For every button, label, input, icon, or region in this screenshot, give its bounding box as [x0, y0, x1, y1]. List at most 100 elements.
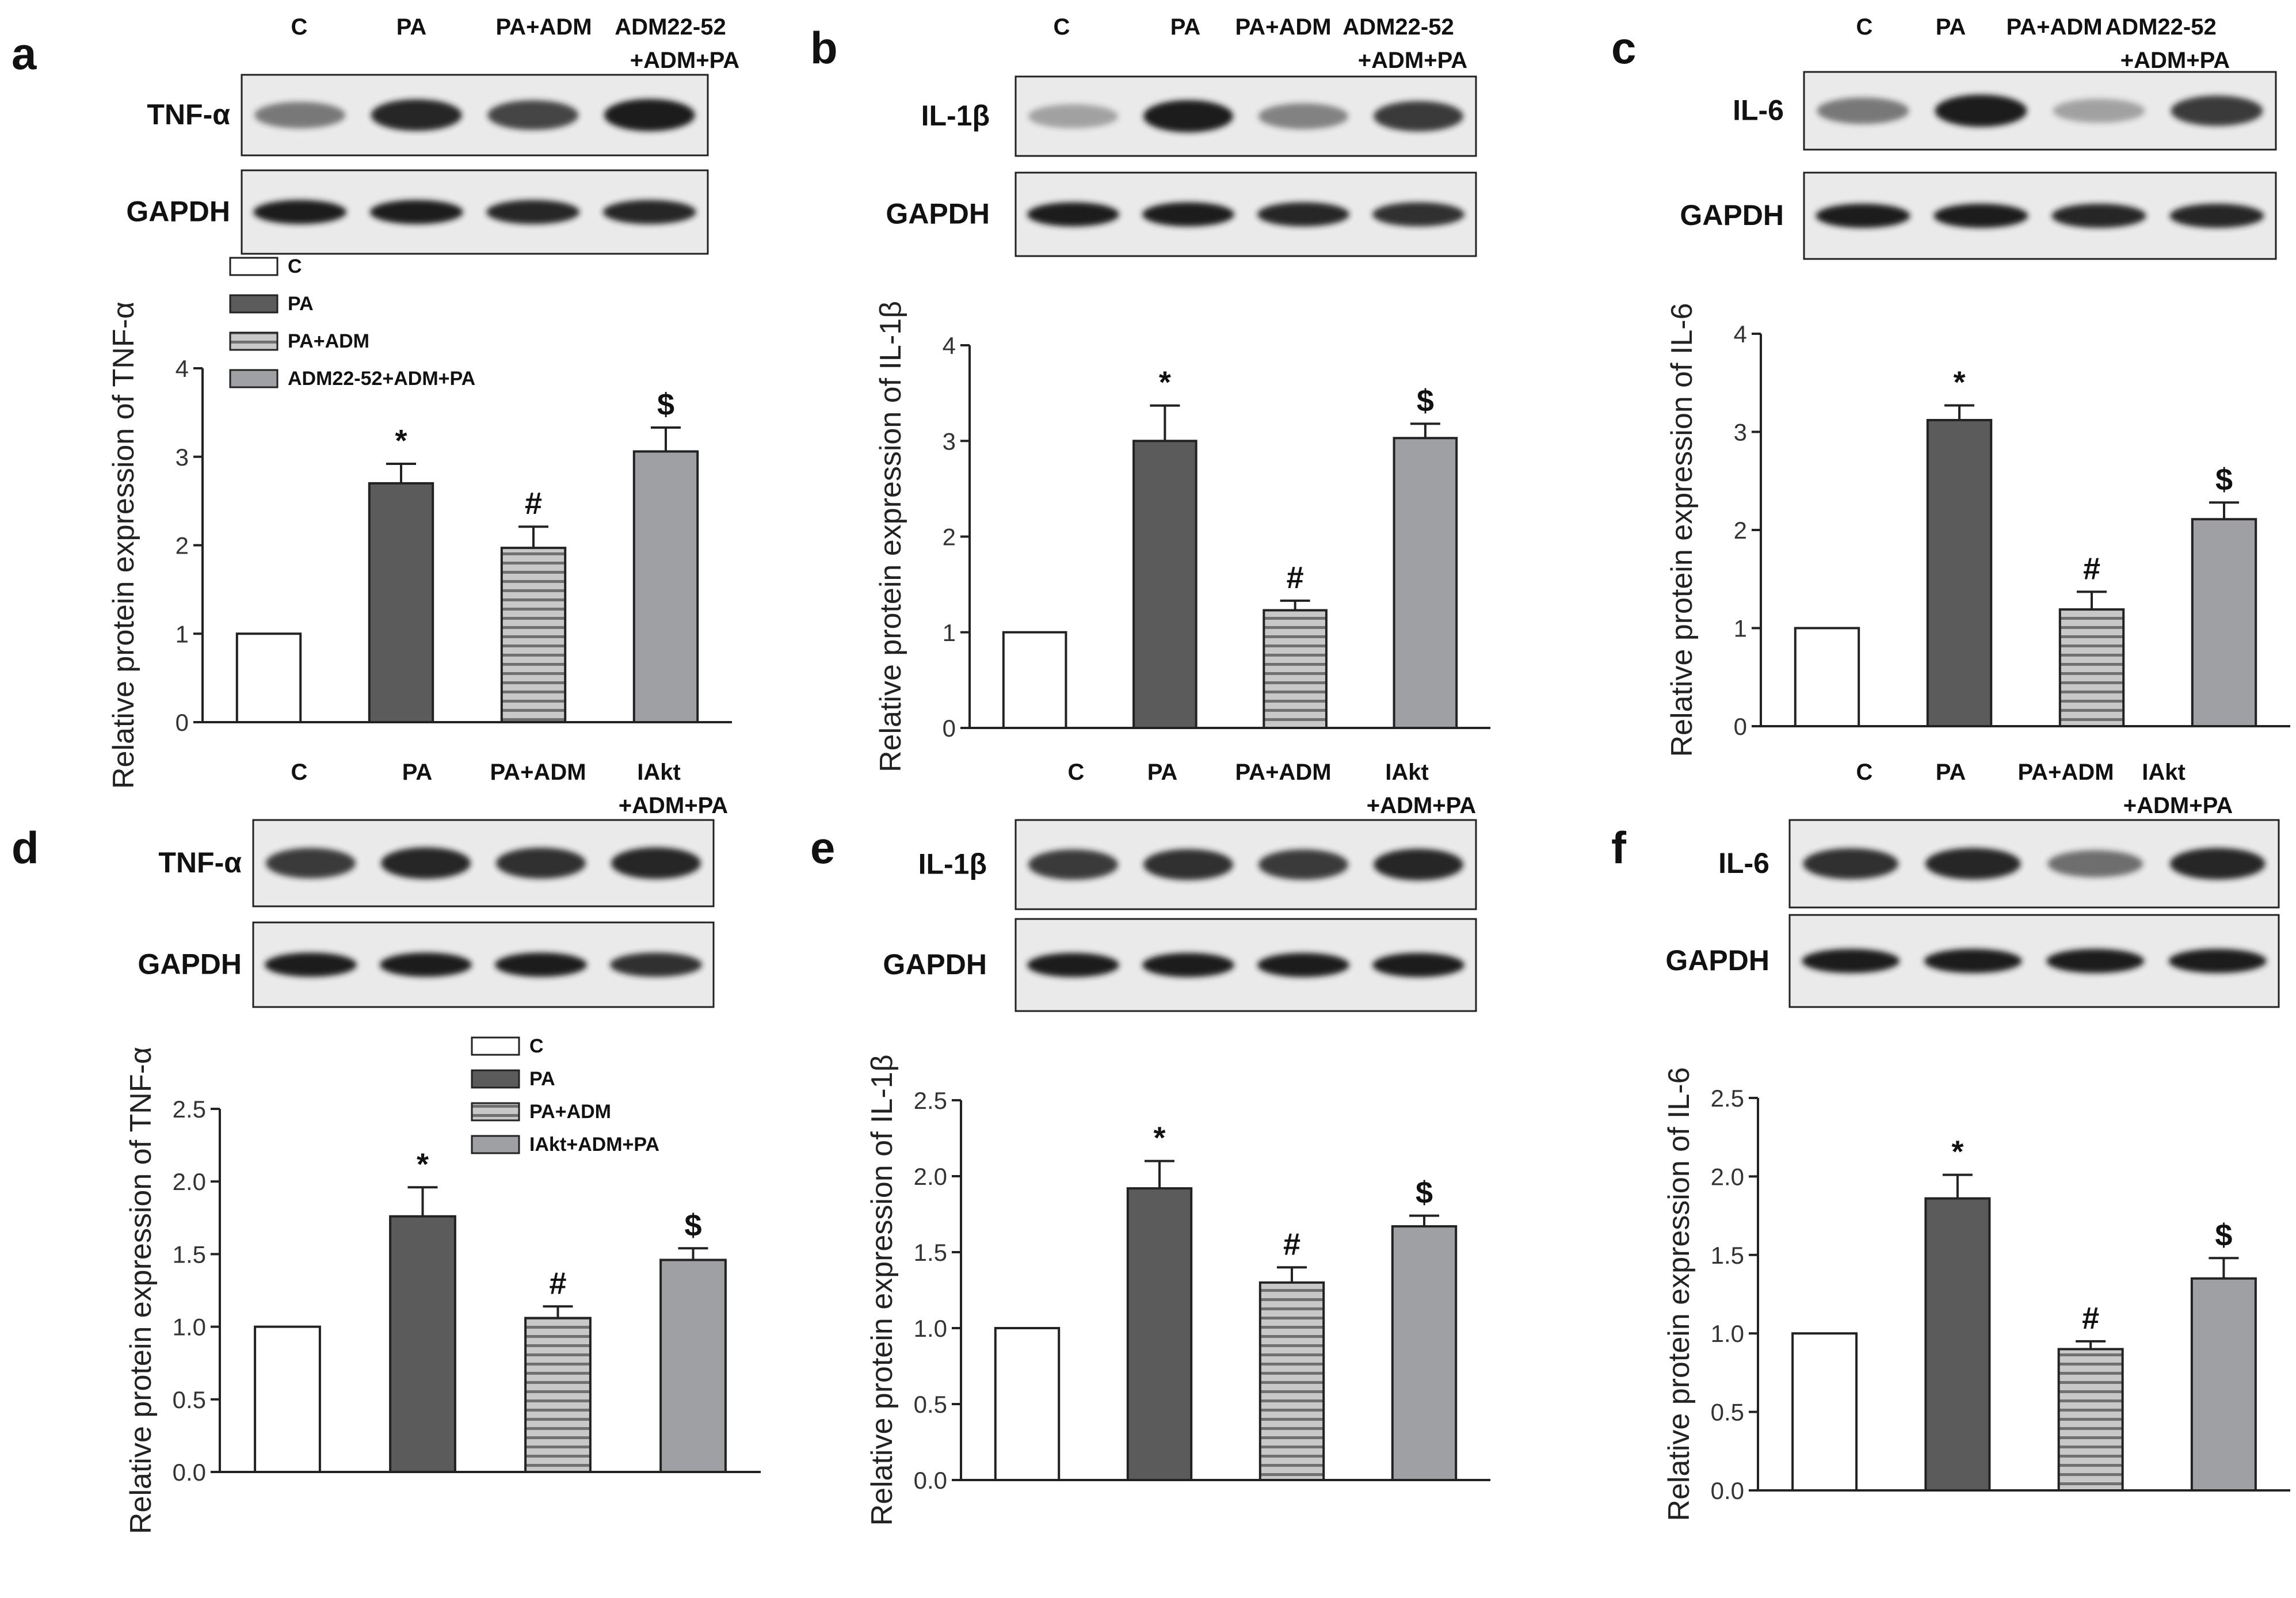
bar — [2058, 608, 2125, 727]
western-band — [1374, 849, 1463, 880]
lane-label: C — [291, 14, 308, 40]
lane-label: PA+ADM — [495, 14, 592, 40]
lane-label: PA+ADM — [2017, 760, 2114, 785]
lane-label: +ADM+PA — [630, 48, 739, 73]
gapdh-band — [495, 952, 587, 977]
lane-label: PA — [396, 14, 427, 40]
y-tick-label: 1 — [943, 619, 956, 646]
lane-label: C — [1856, 14, 1873, 40]
gapdh-band — [1257, 953, 1349, 977]
target-protein-label: TNF-α — [147, 98, 230, 131]
lane-label: PA+ADM — [1235, 14, 1331, 40]
y-tick-label: 1.0 — [1711, 1320, 1744, 1347]
gapdh-band — [1257, 202, 1349, 227]
gapdh-band — [1372, 953, 1464, 977]
significance-mark: * — [1159, 365, 1171, 400]
bar — [659, 1258, 727, 1474]
panel-letter: a — [12, 28, 37, 79]
bar — [2057, 1348, 2124, 1492]
panel-e: e C PA PA+ADM IAkt +ADM+PA IL-1β GAPDH 0.0 0.5 1.0… — [810, 760, 1490, 1526]
y-tick-label: 0.0 — [173, 1459, 206, 1486]
significance-mark: * — [1153, 1121, 1165, 1155]
legend-swatch — [471, 1036, 520, 1056]
lane-label: PA+ADM — [2006, 14, 2102, 40]
lane-label: +ADM+PA — [1358, 48, 1467, 73]
western-band — [2053, 98, 2145, 123]
lane-label: PA — [1170, 14, 1201, 40]
gapdh-band — [253, 200, 347, 224]
panel-a: aC PA PA+ADM ADM22-52+ADM+PATNF-αGAPDH01234… — [12, 14, 739, 789]
gapdh-band — [602, 200, 696, 224]
significance-mark: $ — [2215, 462, 2233, 497]
gapdh-band — [369, 200, 463, 224]
bar — [235, 632, 302, 723]
y-tick-label: 2.5 — [914, 1087, 947, 1114]
loading-control-label: GAPDH — [126, 196, 230, 228]
significance-mark: # — [525, 486, 542, 521]
y-tick-label: 2 — [943, 524, 956, 551]
y-tick-label: 2.5 — [1711, 1085, 1744, 1112]
y-tick-label: 0.0 — [1711, 1477, 1744, 1504]
western-band — [266, 848, 356, 879]
lane-label: ADM22-52 — [615, 14, 726, 40]
bar — [1258, 1281, 1325, 1482]
legend-label: PA+ADM — [288, 330, 369, 352]
lane-label: PA — [402, 760, 433, 785]
gapdh-band — [265, 952, 357, 977]
western-band — [1143, 100, 1233, 132]
legend-label: PA — [529, 1068, 555, 1090]
bar — [1393, 437, 1458, 729]
panel-letter: c — [1611, 22, 1636, 73]
bar — [1791, 1332, 1858, 1492]
lane-label: ADM22-52 — [1342, 14, 1454, 40]
significance-mark: * — [1951, 1135, 1963, 1169]
legend-swatch — [471, 1135, 520, 1154]
loading-control-label: GAPDH — [138, 948, 242, 981]
western-band — [1143, 849, 1233, 880]
y-tick-label: 4 — [1734, 321, 1747, 348]
western-band — [1258, 103, 1348, 129]
bar — [1132, 440, 1197, 729]
lane-label: +ADM+PA — [1367, 793, 1476, 818]
y-axis-label: Relative protein expression of IL-1β — [865, 1055, 899, 1526]
lane-label: C — [1068, 760, 1085, 785]
gapdh-band — [1816, 204, 1910, 228]
gapdh-band — [1933, 204, 2028, 228]
y-tick-label: 2.0 — [173, 1168, 206, 1195]
y-tick-label: 0.0 — [914, 1467, 947, 1494]
gapdh-band — [2169, 204, 2264, 228]
western-band — [1817, 97, 1909, 124]
y-tick-label: 1 — [176, 620, 189, 647]
panel-c: c C PA PA+ADM ADM22-52 +ADM+PA IL-6 GAPDH 0 1 2 3 4 R… — [1611, 14, 2290, 757]
western-band — [381, 847, 471, 879]
legend-label: C — [529, 1035, 544, 1057]
gapdh-band — [486, 200, 580, 224]
significance-mark: # — [549, 1266, 566, 1300]
gapdh-band — [1027, 953, 1119, 977]
y-tick-label: 0 — [943, 715, 956, 742]
lane-label: PA — [1147, 760, 1178, 785]
bar — [2190, 1277, 2257, 1492]
gapdh-band — [2051, 204, 2146, 228]
gapdh-band — [610, 952, 702, 977]
lane-label: IAkt — [2142, 760, 2186, 785]
gapdh-band — [380, 952, 472, 977]
gapdh-band — [2168, 949, 2267, 973]
bar — [389, 1215, 456, 1473]
significance-mark: $ — [684, 1208, 701, 1242]
western-band — [1935, 94, 2027, 127]
panel-letter: e — [810, 822, 835, 873]
bar — [1126, 1187, 1193, 1482]
y-axis-label: Relative protein expression of IL-1β — [874, 301, 907, 772]
western-band — [1803, 848, 1899, 879]
bar — [1926, 419, 1993, 727]
lane-label: IAkt — [1385, 760, 1429, 785]
bar — [632, 450, 699, 724]
y-tick-label: 4 — [176, 355, 189, 382]
significance-mark: $ — [1417, 383, 1434, 418]
y-tick-label: 0.5 — [1711, 1399, 1744, 1426]
y-tick-label: 1.5 — [914, 1239, 947, 1266]
legend-label: PA — [288, 293, 314, 315]
western-band — [1925, 848, 2021, 880]
y-axis-label: Relative protein expression of TNF-α — [124, 1047, 158, 1534]
